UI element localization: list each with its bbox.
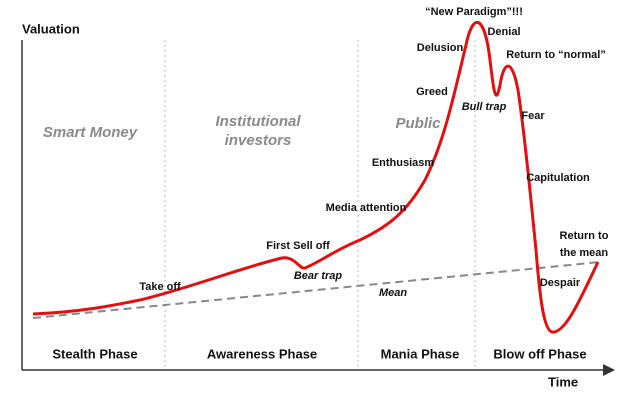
annotation: “New Paradigm”!!! (425, 6, 523, 18)
annotation: Bear trap (294, 270, 343, 282)
annotation: the mean (560, 247, 609, 259)
mean-line (32, 261, 601, 319)
annotation: Fear (521, 110, 545, 122)
annotation: Despair (540, 277, 581, 289)
annotation: Enthusiasm (372, 157, 435, 169)
annotation: First Sell off (266, 240, 330, 252)
annotation: Media attention (326, 202, 407, 214)
group-label: investors (225, 132, 292, 149)
annotation: Bull trap (462, 101, 507, 113)
group-label: Smart Money (43, 124, 138, 141)
phase-label: Stealth Phase (52, 346, 137, 361)
phase-label: Awareness Phase (207, 346, 317, 361)
annotation: Greed (416, 86, 448, 98)
x-axis-label: Time (548, 374, 578, 389)
annotation: Delusion (417, 42, 464, 54)
bubble-curve (32, 21, 600, 334)
annotation: Denial (487, 26, 520, 38)
annotation: Mean (379, 287, 407, 299)
group-label: Institutional (216, 113, 302, 130)
group-label: Public (395, 115, 441, 132)
annotation: Capitulation (526, 172, 590, 184)
annotation: Return to (560, 230, 609, 242)
phase-label: Blow off Phase (493, 346, 586, 361)
phase-separators (164, 40, 476, 370)
y-axis-label: Valuation (22, 21, 80, 36)
annotation: Return to “normal” (506, 49, 606, 61)
annotation: Take off (139, 281, 181, 293)
phase-label: Mania Phase (381, 346, 460, 361)
